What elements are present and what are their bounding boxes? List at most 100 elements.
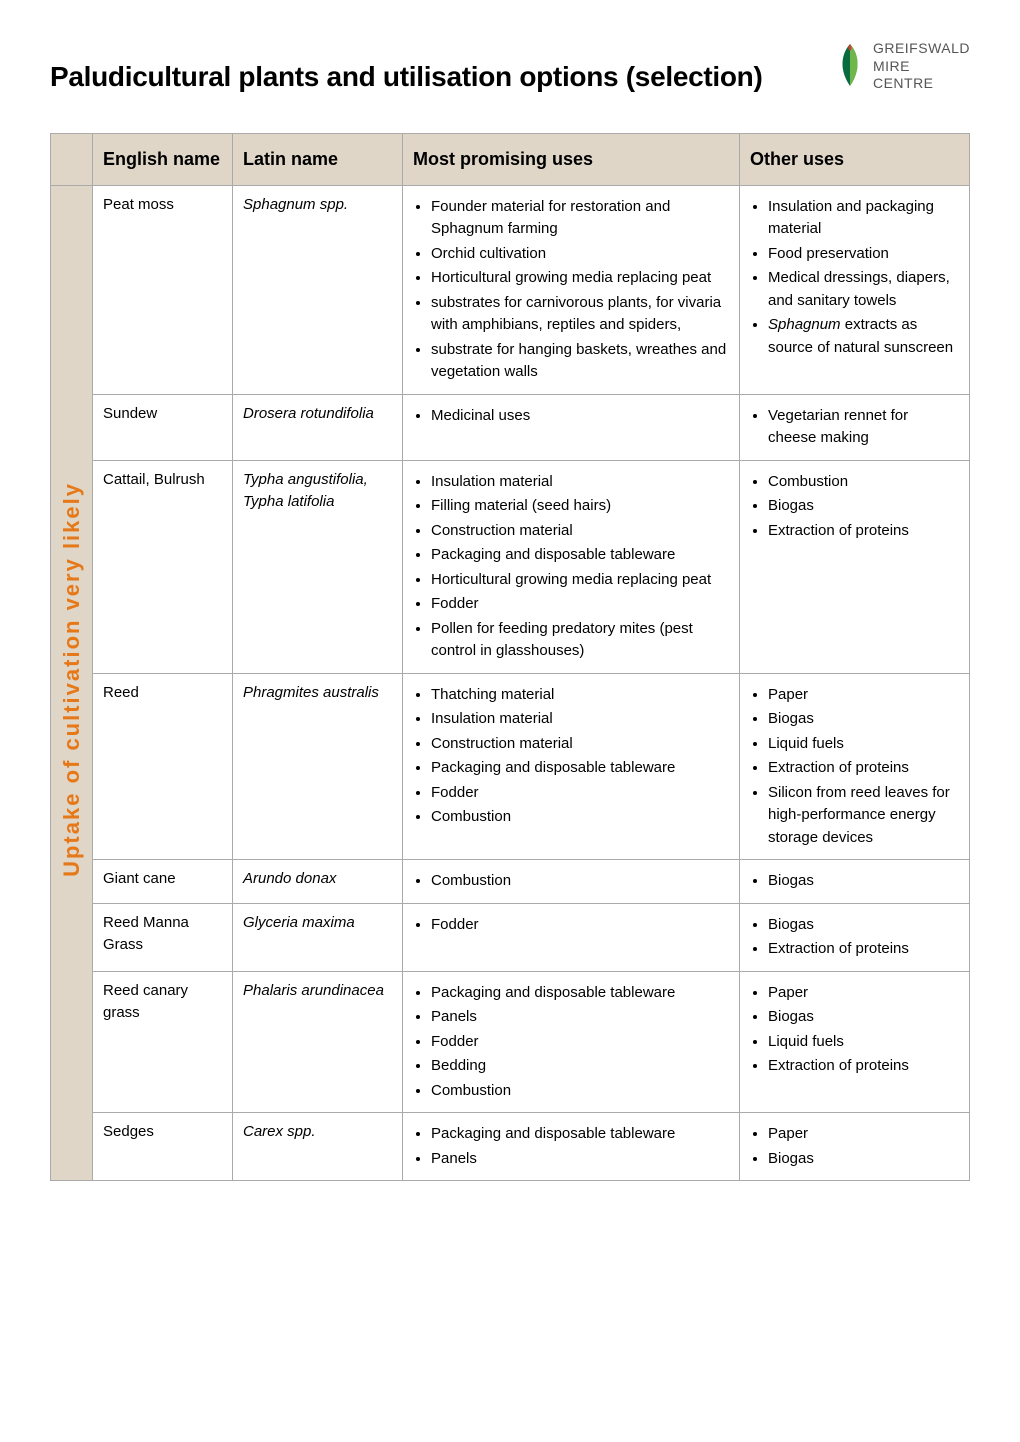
- latin-name: Typha latifolia: [243, 491, 392, 514]
- latin-name: Typha angustifolia,: [243, 469, 392, 492]
- list-item: Liquid fuels: [768, 1031, 959, 1054]
- logo-text: GREIFSWALD MIRE CENTRE: [873, 40, 970, 93]
- list-item: Paper: [768, 1123, 959, 1146]
- col-english: English name: [93, 133, 233, 185]
- list-item: Biogas: [768, 1148, 959, 1171]
- cell-english: Reed canary grass: [93, 971, 233, 1113]
- list-item: Biogas: [768, 1006, 959, 1029]
- list-item: Combustion: [431, 806, 729, 829]
- cell-promising: Packaging and disposable tablewarePanels…: [403, 971, 740, 1113]
- list-item: Panels: [431, 1148, 729, 1171]
- list-item: Medicinal uses: [431, 405, 729, 428]
- list-item: Biogas: [768, 495, 959, 518]
- latin-name: Phalaris arundinacea: [243, 980, 392, 1003]
- cell-english: Giant cane: [93, 860, 233, 904]
- list-item: Sphagnum extracts as source of natural s…: [768, 314, 959, 359]
- list-item: Silicon from reed leaves for high-perfor…: [768, 782, 959, 850]
- list-item: Combustion: [431, 1080, 729, 1103]
- cell-latin: Phragmites australis: [233, 673, 403, 860]
- cell-other: PaperBiogas: [740, 1113, 970, 1181]
- table-row: Sundew Drosera rotundifolia Medicinal uses…: [51, 394, 970, 460]
- list-item: Insulation material: [431, 471, 729, 494]
- list-item: Founder material for restoration and Sph…: [431, 196, 729, 241]
- latin-name: Arundo donax: [243, 868, 392, 891]
- list-item: Insulation material: [431, 708, 729, 731]
- list-item: Thatching material: [431, 684, 729, 707]
- list-item: Fodder: [431, 593, 729, 616]
- table-row: Giant caneArundo donaxCombustionBiogas: [51, 860, 970, 904]
- cell-latin: Glyceria maxima: [233, 903, 403, 971]
- side-label-text: Uptake of cultivation very likely: [55, 482, 88, 877]
- cell-other: BiogasExtraction of proteins: [740, 903, 970, 971]
- list-item: substrate for hanging baskets, wreathes …: [431, 339, 729, 384]
- logo: GREIFSWALD MIRE CENTRE: [833, 40, 970, 93]
- list-item: Extraction of proteins: [768, 938, 959, 961]
- cell-english: Cattail, Bulrush: [93, 460, 233, 673]
- cell-latin: Sphagnum spp.: [233, 185, 403, 394]
- logo-line-3: CENTRE: [873, 75, 970, 93]
- cell-promising: Medicinal uses: [403, 394, 740, 460]
- list-item: Biogas: [768, 708, 959, 731]
- table-row: Reed Phragmites australis Thatching materi…: [51, 673, 970, 860]
- cell-other: PaperBiogasLiquid fuelsExtraction of pro…: [740, 673, 970, 860]
- cell-latin: Drosera rotundifolia: [233, 394, 403, 460]
- page-title: Paludicultural plants and utilisation op…: [50, 61, 763, 93]
- table-row: Cattail, Bulrush Typha angustifolia,Typha…: [51, 460, 970, 673]
- cell-other: Biogas: [740, 860, 970, 904]
- list-item: Combustion: [768, 471, 959, 494]
- list-item: Panels: [431, 1006, 729, 1029]
- logo-line-1: GREIFSWALD: [873, 40, 970, 58]
- list-item: Biogas: [768, 914, 959, 937]
- plants-table: English name Latin name Most promising u…: [50, 133, 970, 1182]
- cell-other: PaperBiogasLiquid fuelsExtraction of pro…: [740, 971, 970, 1113]
- list-item: Medical dressings, diapers, and sanitary…: [768, 267, 959, 312]
- list-item: Horticultural growing media replacing pe…: [431, 267, 729, 290]
- list-item: Paper: [768, 982, 959, 1005]
- cell-other: CombustionBiogasExtraction of proteins: [740, 460, 970, 673]
- cell-english: Sundew: [93, 394, 233, 460]
- col-other: Other uses: [740, 133, 970, 185]
- latin-name: Phragmites australis: [243, 682, 392, 705]
- list-item: Packaging and disposable tableware: [431, 544, 729, 567]
- side-header-cell: [51, 133, 93, 185]
- list-item: Pollen for feeding predatory mites (pest…: [431, 618, 729, 663]
- cell-english: Reed: [93, 673, 233, 860]
- list-item: Fodder: [431, 782, 729, 805]
- table-row: Uptake of cultivation very likelyPeat mo…: [51, 185, 970, 394]
- cell-latin: Phalaris arundinacea: [233, 971, 403, 1113]
- cell-english: Reed Manna Grass: [93, 903, 233, 971]
- logo-line-2: MIRE: [873, 58, 970, 76]
- list-item: Fodder: [431, 914, 729, 937]
- list-item: Construction material: [431, 520, 729, 543]
- list-item: Extraction of proteins: [768, 1055, 959, 1078]
- cell-english: Sedges: [93, 1113, 233, 1181]
- col-latin: Latin name: [233, 133, 403, 185]
- list-item: Paper: [768, 684, 959, 707]
- list-item: Packaging and disposable tableware: [431, 757, 729, 780]
- cell-promising: Packaging and disposable tablewarePanels: [403, 1113, 740, 1181]
- list-item: Biogas: [768, 870, 959, 893]
- list-item: Vegetarian rennet for cheese making: [768, 405, 959, 450]
- list-item: Fodder: [431, 1031, 729, 1054]
- page-header: Paludicultural plants and utilisation op…: [50, 40, 970, 93]
- cell-latin: Carex spp.: [233, 1113, 403, 1181]
- list-item: Bedding: [431, 1055, 729, 1078]
- latin-name: Drosera rotundifolia: [243, 403, 392, 426]
- list-item: Orchid cultivation: [431, 243, 729, 266]
- latin-name: Sphagnum spp.: [243, 194, 392, 217]
- list-item: Packaging and disposable tableware: [431, 1123, 729, 1146]
- table-row: Sedges Carex spp. Packaging and disposable…: [51, 1113, 970, 1181]
- side-label-cell: Uptake of cultivation very likely: [51, 185, 93, 1181]
- list-item: Food preservation: [768, 243, 959, 266]
- list-item: Liquid fuels: [768, 733, 959, 756]
- leaf-icon: [833, 40, 867, 88]
- col-promising: Most promising uses: [403, 133, 740, 185]
- list-item: Construction material: [431, 733, 729, 756]
- table-row: Reed Manna Grass Glyceria maxima Fodder Bio…: [51, 903, 970, 971]
- table-body: Uptake of cultivation very likelyPeat mo…: [51, 185, 970, 1181]
- latin-name: Carex spp.: [243, 1121, 392, 1144]
- cell-other: Vegetarian rennet for cheese making: [740, 394, 970, 460]
- list-item: substrates for carnivorous plants, for v…: [431, 292, 729, 337]
- list-item: Horticultural growing media replacing pe…: [431, 569, 729, 592]
- latin-name: Glyceria maxima: [243, 912, 392, 935]
